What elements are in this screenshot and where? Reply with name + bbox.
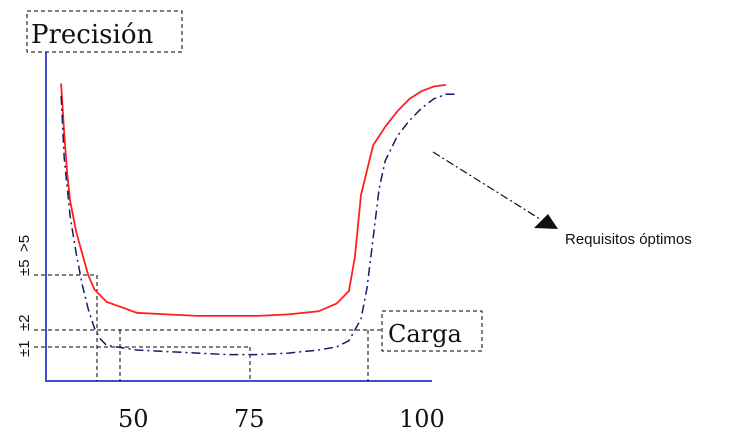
- y-tick-label-gt5: >5: [16, 235, 33, 252]
- x-tick-labels: 50 75 100: [118, 405, 445, 432]
- title-box: [26, 10, 183, 53]
- x-tick-label-50: 50: [118, 405, 149, 432]
- series-line-red: [60, 83, 446, 317]
- y-tick-labels: >5 ±5 ±2 ±1: [16, 235, 33, 357]
- x-axis-label: Carga: [388, 320, 462, 348]
- annotation-arrow-line: [432, 151, 541, 220]
- x-tick-label-100: 100: [399, 405, 445, 432]
- series-line-dashdot: [60, 93, 458, 356]
- x-tick-label-75: 75: [234, 405, 265, 432]
- y-tick-label-pm2: ±2: [16, 314, 33, 331]
- annotation-arrowhead-icon: [534, 214, 558, 229]
- y-tick-label-pm5: ±5: [16, 259, 33, 276]
- chart-title: Precisión: [31, 20, 153, 50]
- annotation-text: Requisitos óptimos: [565, 231, 692, 248]
- y-tick-label-pm1: ±1: [16, 340, 33, 357]
- guide-lines: [34, 274, 382, 381]
- xlabel-box: [381, 310, 483, 352]
